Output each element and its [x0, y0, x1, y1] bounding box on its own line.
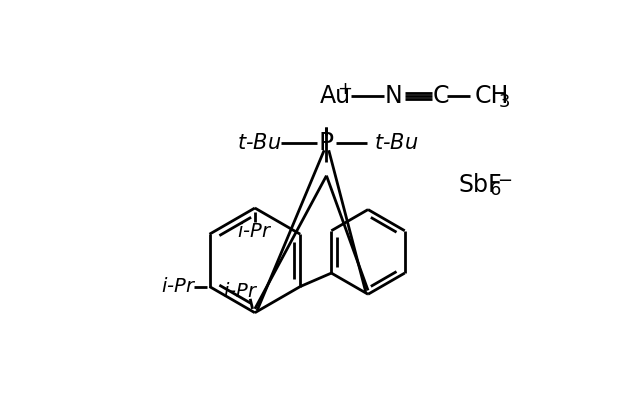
Text: $t$-Bu: $t$-Bu [374, 133, 418, 153]
Text: P: P [319, 130, 334, 155]
Text: $i$-Pr: $i$-Pr [223, 282, 259, 301]
Text: N: N [385, 84, 403, 108]
Text: SbF: SbF [459, 173, 502, 197]
Text: $i$-Pr: $i$-Pr [161, 277, 196, 296]
Text: CH: CH [474, 84, 509, 108]
Text: $t$-Bu: $t$-Bu [237, 133, 281, 153]
Text: 6: 6 [490, 181, 501, 199]
Text: −: − [497, 172, 513, 190]
Text: +: + [337, 80, 353, 98]
Text: Au: Au [320, 84, 351, 108]
Text: C: C [432, 84, 449, 108]
Text: 3: 3 [499, 93, 511, 111]
Text: $i$-Pr: $i$-Pr [237, 222, 273, 241]
